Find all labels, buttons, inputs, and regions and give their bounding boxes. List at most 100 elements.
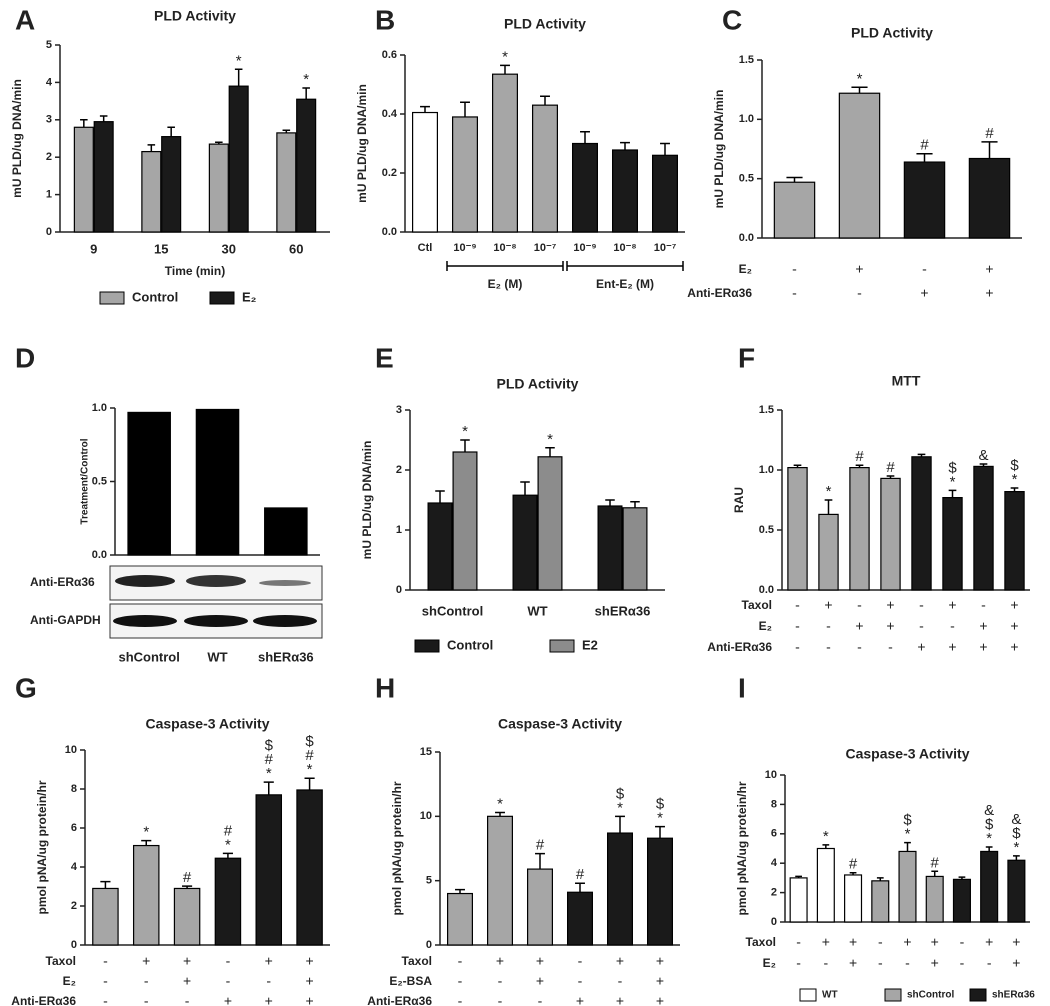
condition-label: Anti-ERα36 <box>367 994 432 1006</box>
y-tick-label: 4 <box>71 861 78 873</box>
legend-swatch <box>969 988 987 1002</box>
condition-sign: + <box>855 618 863 634</box>
significance-mark: $ <box>985 816 994 833</box>
error-bar <box>620 141 630 150</box>
condition-sign: - <box>857 597 862 613</box>
significance-mark: & <box>984 802 994 819</box>
error-bar <box>141 839 152 846</box>
group-label: E₂ (M) <box>488 277 523 291</box>
x-tick-label: 10⁻⁸ <box>493 242 516 254</box>
blot-band <box>113 615 177 627</box>
significance-mark: # <box>576 866 585 883</box>
significance-mark: $ <box>616 785 625 802</box>
error-bar <box>302 87 310 100</box>
condition-sign: + <box>979 618 987 634</box>
condition-sign: - <box>857 639 862 655</box>
x-tick-label: shERα36 <box>595 603 651 618</box>
significance-mark: * <box>143 824 149 841</box>
panel-letter: A <box>15 4 35 35</box>
y-tick-label: 0 <box>46 226 52 238</box>
bar <box>622 507 648 591</box>
condition-sign: + <box>849 934 857 950</box>
bar <box>296 98 317 233</box>
x-tick-label: 10⁻⁷ <box>534 242 557 254</box>
condition-sign: + <box>142 953 150 969</box>
panel-letter: B <box>375 4 395 35</box>
condition-label: E₂-BSA <box>389 974 432 988</box>
error-bar <box>80 119 88 128</box>
bar <box>1007 859 1026 923</box>
significance-mark: * <box>986 830 992 847</box>
panel-letter: C <box>722 4 742 35</box>
error-bar <box>958 876 966 880</box>
bar <box>849 467 870 591</box>
chart-title: PLD Activity <box>851 25 933 41</box>
panel-letter: G <box>15 672 37 703</box>
error-bar <box>540 95 550 106</box>
condition-sign: - <box>792 261 797 277</box>
condition-sign: + <box>1010 639 1018 655</box>
y-tick-label: 2 <box>771 887 777 899</box>
condition-sign: + <box>1010 618 1018 634</box>
y-tick-label: 8 <box>771 798 777 810</box>
y-axis-label: mU PLD/ug DNA/min <box>712 90 726 209</box>
bar <box>973 465 994 591</box>
error-bar <box>876 877 884 881</box>
y-tick-label: 1 <box>396 524 402 536</box>
condition-sign: + <box>616 993 624 1006</box>
significance-mark: $ <box>656 796 665 813</box>
condition-sign: + <box>920 285 928 301</box>
panel-letter: I <box>738 672 746 703</box>
y-tick-label: 0.5 <box>759 524 774 536</box>
error-bar <box>851 86 868 94</box>
condition-label: E₂ <box>759 619 772 633</box>
chart-title: PLD Activity <box>154 8 236 24</box>
x-tick-label: WT <box>207 649 227 664</box>
significance-mark: * <box>1012 471 1018 488</box>
significance-mark: * <box>1013 839 1019 856</box>
bar <box>925 875 944 923</box>
group-label: Ent-E₂ (M) <box>596 277 654 291</box>
error-bar <box>455 888 465 894</box>
significance-mark: * <box>307 761 313 778</box>
condition-sign: - <box>796 934 801 950</box>
condition-sign: - <box>103 993 108 1006</box>
significance-mark: * <box>462 423 468 440</box>
condition-sign: - <box>458 993 463 1006</box>
error-bar <box>234 68 243 87</box>
condition-sign: - <box>185 993 190 1006</box>
legend-label: E₂ <box>242 289 257 304</box>
bar <box>880 477 901 591</box>
error-bar <box>793 464 802 468</box>
significance-mark: # <box>886 459 895 476</box>
condition-sign: + <box>1012 934 1020 950</box>
error-bar <box>904 841 911 852</box>
bar <box>942 497 963 591</box>
chart-title: Caspase-3 Activity <box>146 716 270 732</box>
significance-mark: # <box>265 751 274 768</box>
y-axis-label: pmol pNA/ug protein/hr <box>735 781 749 915</box>
condition-sign: + <box>536 973 544 989</box>
error-bar <box>849 872 857 875</box>
legend-swatch <box>209 291 235 305</box>
significance-mark: # <box>931 854 940 871</box>
condition-sign: + <box>305 953 313 969</box>
condition-label: E₂ <box>739 262 752 276</box>
error-bar <box>824 499 833 515</box>
error-bar <box>786 176 803 183</box>
bar <box>173 887 201 946</box>
condition-sign: - <box>826 639 831 655</box>
blot-label: Anti-GAPDH <box>30 613 101 627</box>
error-bar <box>948 489 957 498</box>
blot-band <box>115 575 175 587</box>
significance-mark: $ <box>305 733 314 750</box>
error-bar <box>855 464 864 468</box>
y-tick-label: 5 <box>426 875 432 887</box>
group-bracket <box>446 261 564 271</box>
condition-sign: - <box>857 285 862 301</box>
significance-mark: $ <box>903 812 912 829</box>
legend-swatch <box>414 639 440 653</box>
blot-label: Anti-ERα36 <box>30 575 95 589</box>
condition-sign: - <box>987 955 992 971</box>
x-tick-label: shERα36 <box>258 649 314 664</box>
